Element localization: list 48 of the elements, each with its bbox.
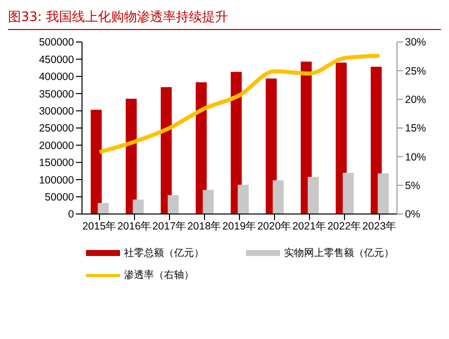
- bar: [378, 173, 389, 214]
- legend-label: 实物网上零售额（亿元）: [284, 246, 394, 260]
- x-tick-label: 2018年: [187, 220, 222, 232]
- bar: [266, 78, 277, 214]
- x-tick-label: 2017年: [152, 220, 187, 232]
- x-tick-label: 2019年: [222, 220, 257, 232]
- legend-label: 社零总额（亿元）: [124, 246, 204, 260]
- x-tick-label: 2015年: [82, 220, 117, 232]
- bar: [336, 62, 347, 214]
- y-tick-label: 350000: [38, 88, 74, 100]
- y-tick-label: 250000: [38, 122, 74, 135]
- bar: [272, 180, 284, 214]
- bar: [370, 66, 382, 214]
- y2-tick-label: 5%: [405, 180, 420, 192]
- y-tick-label: 100000: [38, 174, 74, 186]
- bar: [90, 110, 102, 214]
- y-tick-label: 200000: [38, 140, 74, 152]
- legend-label: 渗透率（右轴）: [124, 268, 194, 282]
- line-series: [98, 54, 382, 154]
- x-tick-label: 2021年: [292, 220, 327, 232]
- x-tick-label: 2016年: [117, 220, 152, 232]
- bar: [196, 82, 207, 214]
- bar: [160, 87, 172, 214]
- y2-tick-label: 25%: [405, 65, 426, 78]
- y-tick-label: 0: [68, 208, 74, 221]
- y-tick-label: 450000: [38, 54, 74, 66]
- y-tick-label: 50000: [44, 192, 74, 204]
- y2-tick-label: 10%: [405, 151, 426, 164]
- bar: [168, 195, 179, 214]
- y2-tick-label: 0%: [405, 208, 420, 221]
- y-tick-label: 150000: [38, 157, 74, 170]
- y2-tick-label: 30%: [405, 36, 426, 49]
- x-tick-label: 2020年: [257, 220, 292, 232]
- y2-tick-label: 15%: [405, 122, 426, 135]
- y-tick-label: 300000: [38, 106, 74, 118]
- bar: [308, 176, 319, 214]
- bar: [238, 184, 249, 214]
- bar: [342, 172, 354, 214]
- chart-title: 图33: 我国线上化购物渗透率持续提升: [8, 10, 228, 25]
- bar: [98, 202, 109, 214]
- y2-tick-label: 20%: [405, 94, 426, 106]
- x-tick-label: 2022年: [327, 220, 362, 232]
- y-tick-label: 500000: [38, 36, 74, 49]
- bar: [202, 190, 214, 214]
- bar: [132, 200, 144, 214]
- y-tick-label: 400000: [38, 71, 74, 84]
- x-tick-label: 2023年: [362, 220, 397, 232]
- bar: [126, 98, 137, 214]
